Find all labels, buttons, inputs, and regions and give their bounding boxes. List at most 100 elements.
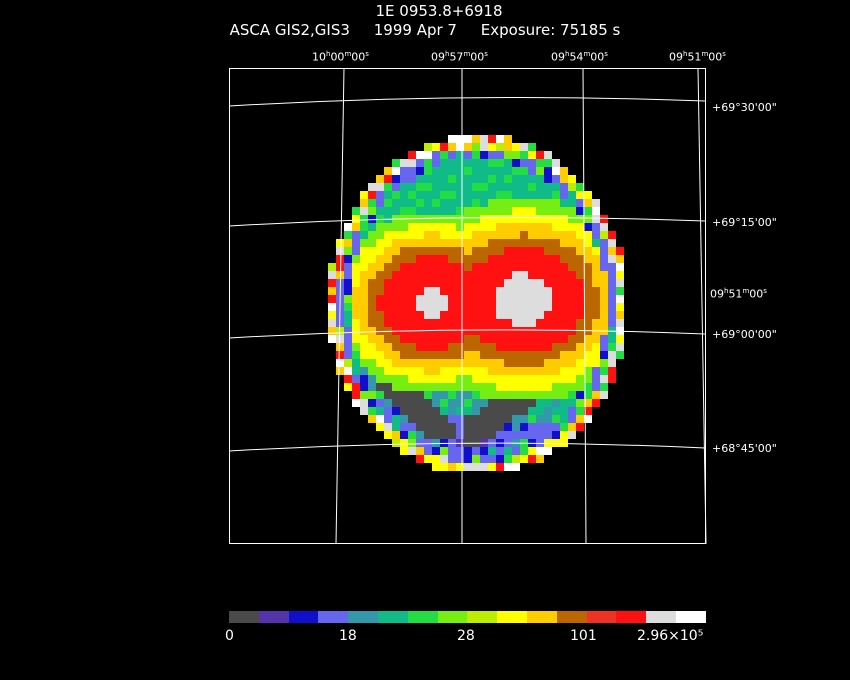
- colorbar-label-0: 0: [225, 628, 234, 644]
- image-pixel: [480, 335, 488, 343]
- image-pixel: [424, 271, 432, 279]
- image-pixel: [360, 279, 368, 287]
- image-pixel: [440, 327, 448, 335]
- observation-info: ASCA GIS2,GIS3 1999 Apr 7 Exposure: 7518…: [0, 21, 850, 39]
- image-pixel: [416, 407, 424, 415]
- image-pixel: [376, 327, 384, 335]
- image-pixel: [536, 255, 544, 263]
- image-pixel: [560, 423, 568, 431]
- image-pixel: [568, 351, 576, 359]
- image-pixel: [528, 231, 536, 239]
- image-pixel: [504, 223, 512, 231]
- image-pixel: [456, 343, 464, 351]
- image-pixel: [544, 247, 552, 255]
- image-pixel: [448, 383, 456, 391]
- image-pixel: [496, 335, 504, 343]
- colorbar-swatch: [288, 611, 319, 623]
- image-pixel: [512, 167, 520, 175]
- image-pixel: [504, 263, 512, 271]
- image-pixel: [576, 207, 584, 215]
- image-pixel: [448, 295, 456, 303]
- image-pixel: [352, 247, 360, 255]
- image-pixel: [440, 143, 448, 151]
- image-pixel: [368, 303, 376, 311]
- image-pixel: [472, 423, 480, 431]
- colorbar: [229, 611, 706, 623]
- colorbar-swatch: [556, 611, 587, 623]
- image-pixel: [344, 279, 352, 287]
- image-pixel: [584, 207, 592, 215]
- image-pixel: [472, 279, 480, 287]
- colorbar-swatch: [616, 611, 647, 623]
- image-pixel: [472, 271, 480, 279]
- image-pixel: [472, 151, 480, 159]
- image-pixel: [608, 359, 616, 367]
- image-pixel: [536, 287, 544, 295]
- dec-grid-line: [228, 216, 706, 227]
- image-pixel: [552, 391, 560, 399]
- image-pixel: [488, 327, 496, 335]
- image-pixel: [560, 303, 568, 311]
- image-pixel: [552, 207, 560, 215]
- image-pixel: [528, 303, 536, 311]
- image-pixel: [424, 215, 432, 223]
- image-pixel: [496, 263, 504, 271]
- image-pixel: [392, 319, 400, 327]
- image-pixel: [416, 343, 424, 351]
- image-pixel: [352, 335, 360, 343]
- image-pixel: [336, 271, 344, 279]
- image-pixel: [432, 287, 440, 295]
- image-pixel: [496, 143, 504, 151]
- image-pixel: [544, 407, 552, 415]
- image-pixel: [392, 351, 400, 359]
- image-pixel: [528, 263, 536, 271]
- image-pixel: [512, 151, 520, 159]
- image-pixel: [496, 399, 504, 407]
- image-pixel: [472, 303, 480, 311]
- image-pixel: [552, 159, 560, 167]
- image-pixel: [536, 399, 544, 407]
- image-pixel: [448, 207, 456, 215]
- image-pixel: [488, 191, 496, 199]
- image-pixel: [616, 263, 624, 271]
- image-pixel: [384, 247, 392, 255]
- image-pixel: [456, 199, 464, 207]
- image-pixel: [600, 239, 608, 247]
- image-pixel: [344, 287, 352, 295]
- image-pixel: [496, 327, 504, 335]
- image-pixel: [392, 407, 400, 415]
- image-pixel: [400, 175, 408, 183]
- image-pixel: [560, 247, 568, 255]
- image-pixel: [376, 223, 384, 231]
- image-pixel: [432, 143, 440, 151]
- image-pixel: [408, 399, 416, 407]
- image-pixel: [448, 391, 456, 399]
- image-pixel: [568, 279, 576, 287]
- image-pixel: [456, 463, 464, 471]
- image-pixel: [360, 375, 368, 383]
- image-pixel: [544, 327, 552, 335]
- image-pixel: [528, 343, 536, 351]
- image-pixel: [480, 215, 488, 223]
- image-pixel: [424, 383, 432, 391]
- image-pixel: [512, 415, 520, 423]
- image-pixel: [384, 343, 392, 351]
- image-pixel: [544, 159, 552, 167]
- image-pixel: [488, 463, 496, 471]
- image-pixel: [384, 239, 392, 247]
- image-pixel: [360, 335, 368, 343]
- image-pixel: [352, 295, 360, 303]
- image-pixel: [456, 191, 464, 199]
- image-pixel: [456, 287, 464, 295]
- image-pixel: [592, 319, 600, 327]
- image-pixel: [368, 343, 376, 351]
- image-pixel: [528, 223, 536, 231]
- image-pixel: [448, 135, 456, 143]
- image-pixel: [528, 215, 536, 223]
- image-pixel: [536, 215, 544, 223]
- image-pixel: [496, 159, 504, 167]
- image-pixel: [584, 311, 592, 319]
- image-pixel: [456, 167, 464, 175]
- image-pixel: [480, 143, 488, 151]
- image-pixel: [400, 191, 408, 199]
